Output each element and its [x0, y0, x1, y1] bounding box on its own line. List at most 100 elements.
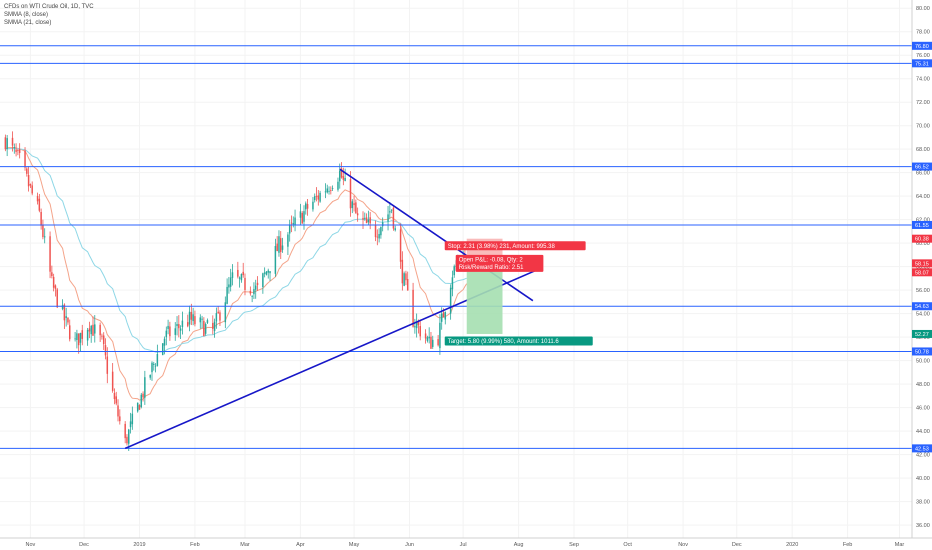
target-zone[interactable] — [466, 265, 503, 334]
candle-body[interactable] — [353, 203, 355, 206]
candle-body[interactable] — [142, 393, 144, 398]
candle-body[interactable] — [65, 316, 67, 319]
candle-body[interactable] — [113, 393, 116, 400]
candle-body[interactable] — [192, 314, 194, 322]
candle-body[interactable] — [365, 217, 368, 224]
price-axis[interactable]: 36.00 38.00 40.00 42.00 44.00 46.00 48.00 50.00… — [911, 0, 932, 550]
candle-body[interactable] — [203, 320, 205, 337]
candle-body[interactable] — [313, 196, 316, 201]
candle-body[interactable] — [274, 246, 277, 274]
candle-body[interactable] — [63, 304, 66, 321]
candle-body[interactable] — [77, 333, 80, 346]
candle-body[interactable] — [392, 207, 395, 229]
candle-body[interactable] — [4, 137, 7, 150]
candle-body[interactable] — [18, 149, 21, 153]
indicator-smma-8[interactable]: SMMA (8, close) — [4, 12, 49, 18]
candle-body[interactable] — [426, 337, 429, 341]
candle-body[interactable] — [378, 233, 380, 239]
candle-body[interactable] — [176, 324, 178, 327]
candle-body[interactable] — [403, 273, 405, 286]
candle-body[interactable] — [303, 211, 305, 222]
candle-body[interactable] — [389, 211, 391, 213]
candle-body[interactable] — [156, 354, 159, 366]
candle-body[interactable] — [188, 311, 191, 325]
candle-body[interactable] — [56, 289, 58, 308]
candle-body[interactable] — [226, 286, 228, 304]
candle-body[interactable] — [111, 371, 114, 391]
candle-body[interactable] — [254, 285, 257, 290]
candle-body[interactable] — [212, 322, 214, 329]
candle-body[interactable] — [219, 312, 221, 321]
candle-body[interactable] — [224, 302, 227, 323]
candle-body[interactable] — [376, 236, 379, 238]
candle-body[interactable] — [442, 312, 445, 318]
candle-body[interactable] — [344, 177, 346, 181]
candle-body[interactable] — [187, 322, 189, 327]
horizontal-levels[interactable] — [0, 45, 912, 449]
candle-body[interactable] — [67, 317, 69, 323]
candle-body[interactable] — [440, 313, 443, 322]
candle-body[interactable] — [294, 217, 296, 226]
candle-body[interactable] — [94, 324, 96, 334]
candle-body[interactable] — [13, 147, 16, 148]
candle-body[interactable] — [138, 405, 141, 410]
candle-body[interactable] — [374, 224, 377, 238]
candle-body[interactable] — [40, 211, 42, 226]
candle-body[interactable] — [292, 223, 295, 225]
candle-body[interactable] — [117, 405, 119, 417]
candle-body[interactable] — [169, 326, 171, 337]
candle-body[interactable] — [228, 284, 230, 288]
candle-body[interactable] — [49, 236, 51, 272]
candle-body[interactable] — [131, 413, 134, 425]
candle-body[interactable] — [253, 289, 255, 295]
candle-body[interactable] — [61, 305, 64, 309]
candle-body[interactable] — [290, 222, 293, 224]
candle-body[interactable] — [68, 325, 71, 340]
candle-body[interactable] — [217, 311, 219, 314]
candle-body[interactable] — [29, 184, 32, 186]
candle-body[interactable] — [317, 195, 320, 200]
candle-body[interactable] — [414, 326, 416, 328]
candle-body[interactable] — [312, 201, 314, 210]
candle-body[interactable] — [356, 213, 359, 216]
candle-body[interactable] — [262, 273, 264, 287]
candle-body[interactable] — [74, 338, 76, 340]
candle-body[interactable] — [287, 234, 289, 247]
candle-body[interactable] — [251, 295, 253, 297]
candle-body[interactable] — [240, 274, 243, 281]
candle-body[interactable] — [51, 272, 53, 277]
candle-body[interactable] — [278, 236, 280, 253]
candle-body[interactable] — [81, 330, 84, 339]
candle-body[interactable] — [419, 326, 421, 337]
candle-body[interactable] — [213, 321, 216, 332]
candle-body[interactable] — [36, 196, 39, 202]
candle-body[interactable] — [126, 436, 128, 444]
candle-body[interactable] — [280, 238, 282, 252]
candle-body[interactable] — [381, 222, 384, 227]
candle-body[interactable] — [194, 316, 196, 325]
candle-body[interactable] — [201, 318, 203, 320]
candle-body[interactable] — [204, 324, 207, 334]
candle-body[interactable] — [215, 313, 218, 322]
candle-body[interactable] — [153, 363, 155, 365]
indicator-smma-21[interactable]: SMMA (21, close) — [4, 20, 52, 26]
candle-body[interactable] — [401, 259, 404, 284]
candle-body[interactable] — [256, 282, 259, 286]
candle-body[interactable] — [54, 285, 57, 289]
candle-body[interactable] — [140, 394, 143, 408]
candle-body[interactable] — [337, 181, 339, 190]
candle-body[interactable] — [27, 175, 30, 187]
candle-body[interactable] — [104, 345, 107, 356]
candle-body[interactable] — [88, 328, 91, 332]
candle-body[interactable] — [349, 179, 352, 209]
candle-body[interactable] — [124, 423, 126, 439]
candle-body[interactable] — [129, 421, 132, 428]
candle-body[interactable] — [249, 290, 252, 294]
short-position-tool[interactable]: Stop: 2.31 (3.98%) 231, Amount: 995.38 Ta… — [444, 238, 593, 346]
candle-body[interactable] — [42, 225, 44, 238]
candle-body[interactable] — [119, 416, 121, 422]
candle-body[interactable] — [231, 272, 234, 278]
candle-body[interactable] — [281, 245, 284, 250]
candle-body[interactable] — [128, 429, 130, 444]
candle-body[interactable] — [238, 277, 241, 279]
